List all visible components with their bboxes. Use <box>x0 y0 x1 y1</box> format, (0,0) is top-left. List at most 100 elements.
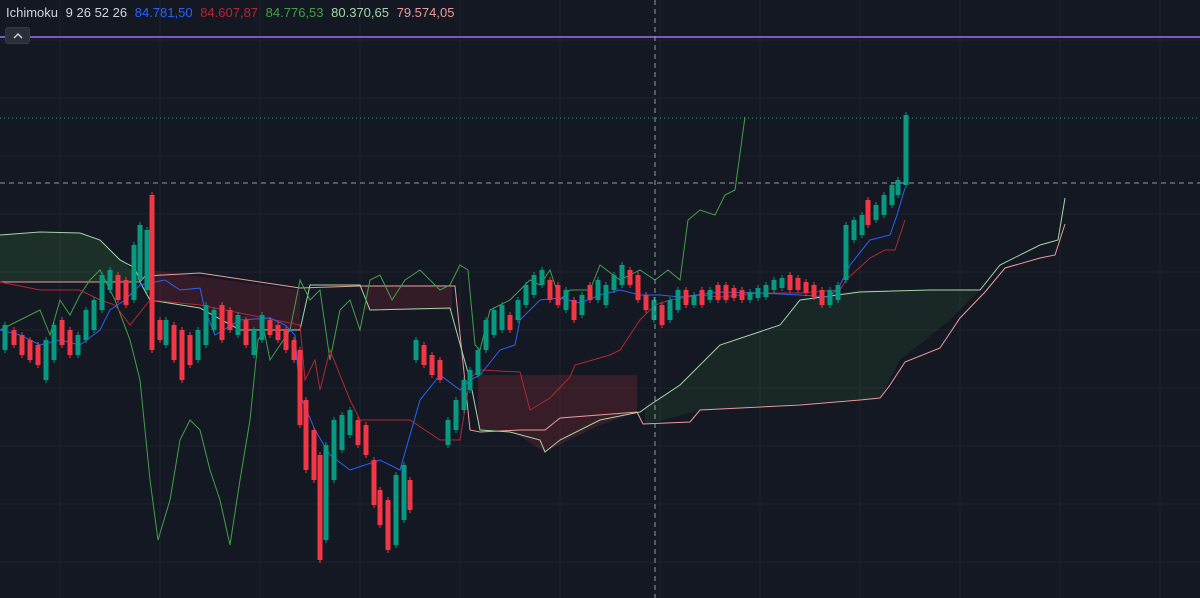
candle-body <box>371 460 377 505</box>
candle-body <box>259 315 265 340</box>
candle-body <box>445 420 451 445</box>
candle-body <box>401 465 407 520</box>
candle-body <box>347 410 353 435</box>
candle-body <box>627 270 633 285</box>
candle-body <box>137 225 143 280</box>
candle-body <box>547 280 553 300</box>
candle-body <box>667 300 673 320</box>
base-line <box>0 219 906 441</box>
candle-body <box>771 280 777 290</box>
lagging-span-value: 84.776,53 <box>265 5 324 20</box>
candle-body <box>635 275 641 300</box>
candles <box>2 112 909 563</box>
candle-body <box>819 290 825 305</box>
candle-body <box>67 330 73 355</box>
cloud-fill-bull <box>645 290 980 425</box>
candle-body <box>467 370 473 390</box>
candle-body <box>483 320 489 350</box>
candle-body <box>843 225 849 280</box>
conversion-line <box>0 187 906 471</box>
candle-body <box>323 445 329 540</box>
candle-body <box>715 285 721 300</box>
candle-body <box>11 330 17 345</box>
candle-body <box>99 275 105 310</box>
cloud-fill-bear <box>365 285 452 310</box>
leading-span-b <box>0 223 1066 433</box>
candle-body <box>131 245 137 300</box>
candle-body <box>691 295 697 305</box>
candle-body <box>211 310 217 330</box>
candle-body <box>579 295 585 315</box>
candle-body <box>651 300 657 320</box>
candle-body <box>699 290 705 305</box>
base-line-value: 84.607,87 <box>200 5 259 20</box>
indicator-params: 9 26 52 26 <box>65 5 128 20</box>
cloud-fill-bull <box>0 233 140 282</box>
candle-body <box>515 300 521 320</box>
candle-body <box>429 355 435 375</box>
candle-body <box>619 265 625 285</box>
candle-body <box>157 320 163 340</box>
candle-body <box>413 340 419 360</box>
candle-body <box>107 270 113 290</box>
candle-body <box>595 280 601 300</box>
leading-span-b-value: 79.574,05 <box>396 5 455 20</box>
candle-body <box>563 290 569 310</box>
candle-body <box>235 315 241 335</box>
candle-body <box>475 350 481 375</box>
candle-body <box>393 475 399 545</box>
candle-body <box>707 290 713 300</box>
candle-body <box>523 285 529 305</box>
candle-body <box>179 330 185 380</box>
candle-body <box>144 230 150 290</box>
lagging-span <box>0 116 746 546</box>
candle-body <box>75 335 81 355</box>
candle-body <box>453 400 459 430</box>
candle-body <box>421 345 427 365</box>
candle-body <box>43 340 49 380</box>
candle-body <box>171 325 177 360</box>
candle-body <box>787 275 793 290</box>
candle-body <box>499 305 505 330</box>
candle-body <box>795 278 801 290</box>
candle-body <box>461 380 467 410</box>
candle-body <box>881 195 887 215</box>
candle-body <box>903 115 909 185</box>
candle-body <box>123 280 129 305</box>
candle-body <box>811 285 817 297</box>
collapse-legend-button[interactable] <box>5 27 30 44</box>
candle-body <box>283 330 289 350</box>
candle-body <box>331 420 337 480</box>
candle-body <box>779 278 785 288</box>
chevron-up-icon <box>13 33 22 39</box>
candle-body <box>603 285 609 305</box>
candle-body <box>227 310 233 330</box>
candle-body <box>243 320 249 345</box>
candle-body <box>251 330 257 355</box>
candle-body <box>643 295 649 310</box>
candle-body <box>803 282 809 293</box>
candle-body <box>755 288 761 298</box>
candle-body <box>873 205 879 220</box>
candle-body <box>571 300 577 320</box>
candle-body <box>889 185 895 205</box>
candle-body <box>339 415 345 450</box>
candle-body <box>19 335 25 355</box>
candle-body <box>851 220 857 240</box>
candle-body <box>91 300 97 330</box>
candle-body <box>115 275 121 300</box>
candle-body <box>267 320 273 335</box>
cloud-fill-bear <box>478 375 637 452</box>
candle-body <box>317 455 323 560</box>
candle-body <box>377 490 383 525</box>
candle-body <box>355 420 361 445</box>
candle-body <box>51 325 57 360</box>
candle-body <box>311 430 317 480</box>
candle-body <box>2 325 8 350</box>
candle-body <box>731 288 737 298</box>
conversion-line-value: 84.781,50 <box>134 5 193 20</box>
candle-body <box>303 400 309 470</box>
candle-body <box>83 310 89 340</box>
